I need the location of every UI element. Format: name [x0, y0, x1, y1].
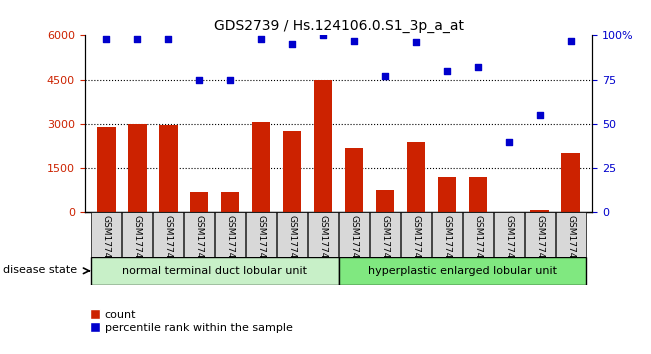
Text: GSM177450: GSM177450	[473, 215, 482, 269]
Bar	[190, 192, 208, 212]
Bar	[437, 177, 456, 212]
Bar	[122, 212, 152, 257]
Bar	[283, 131, 301, 212]
Text: normal terminal duct lobular unit: normal terminal duct lobular unit	[122, 266, 307, 276]
Text: GSM177452: GSM177452	[535, 215, 544, 269]
Text: hyperplastic enlarged lobular unit: hyperplastic enlarged lobular unit	[368, 266, 557, 276]
Bar	[97, 127, 116, 212]
Text: GSM177449: GSM177449	[443, 215, 451, 269]
Bar	[556, 212, 586, 257]
Text: GSM177456: GSM177456	[164, 215, 173, 269]
Bar	[277, 212, 307, 257]
Text: GSM177458: GSM177458	[226, 215, 234, 269]
Bar	[494, 212, 523, 257]
Point	[194, 77, 204, 82]
Point	[566, 38, 576, 44]
Point	[318, 33, 328, 38]
Bar	[159, 125, 178, 212]
Bar	[407, 142, 425, 212]
Text: GSM177447: GSM177447	[380, 215, 389, 269]
Bar	[432, 212, 462, 257]
Bar	[128, 124, 146, 212]
Bar	[252, 122, 270, 212]
Point	[504, 139, 514, 144]
Text: GSM177461: GSM177461	[318, 215, 327, 269]
Bar	[370, 212, 400, 257]
Text: disease state: disease state	[3, 265, 77, 275]
Point	[441, 68, 452, 74]
Text: GSM177459: GSM177459	[256, 215, 266, 269]
Bar	[531, 210, 549, 212]
Text: GSM177453: GSM177453	[566, 215, 575, 269]
Bar	[215, 212, 245, 257]
Text: GSM177455: GSM177455	[133, 215, 142, 269]
Point	[163, 36, 173, 42]
Bar	[91, 212, 121, 257]
Title: GDS2739 / Hs.124106.0.S1_3p_a_at: GDS2739 / Hs.124106.0.S1_3p_a_at	[214, 19, 464, 33]
Text: GSM177457: GSM177457	[195, 215, 204, 269]
Point	[101, 36, 111, 42]
Bar	[308, 212, 338, 257]
Point	[225, 77, 236, 82]
Point	[349, 38, 359, 44]
Point	[534, 112, 545, 118]
Bar	[221, 192, 240, 212]
Bar	[463, 212, 493, 257]
Text: GSM177460: GSM177460	[288, 215, 297, 269]
Bar	[376, 190, 395, 212]
Point	[380, 73, 390, 79]
Bar	[561, 153, 580, 212]
Point	[473, 64, 483, 70]
Bar	[401, 212, 431, 257]
Point	[411, 40, 421, 45]
Point	[287, 41, 298, 47]
Bar	[339, 212, 369, 257]
Bar	[154, 212, 183, 257]
Bar	[314, 80, 332, 212]
Point	[132, 36, 143, 42]
Text: GSM177448: GSM177448	[411, 215, 421, 269]
Bar	[184, 212, 214, 257]
Bar	[339, 257, 586, 285]
Bar	[525, 212, 555, 257]
Legend: count, percentile rank within the sample: count, percentile rank within the sample	[90, 310, 292, 333]
Text: GSM177446: GSM177446	[350, 215, 359, 269]
Bar	[345, 148, 363, 212]
Bar	[246, 212, 276, 257]
Text: GSM177451: GSM177451	[505, 215, 513, 269]
Text: GSM177454: GSM177454	[102, 215, 111, 269]
Bar	[91, 257, 339, 285]
Point	[256, 36, 266, 42]
Bar	[469, 177, 487, 212]
